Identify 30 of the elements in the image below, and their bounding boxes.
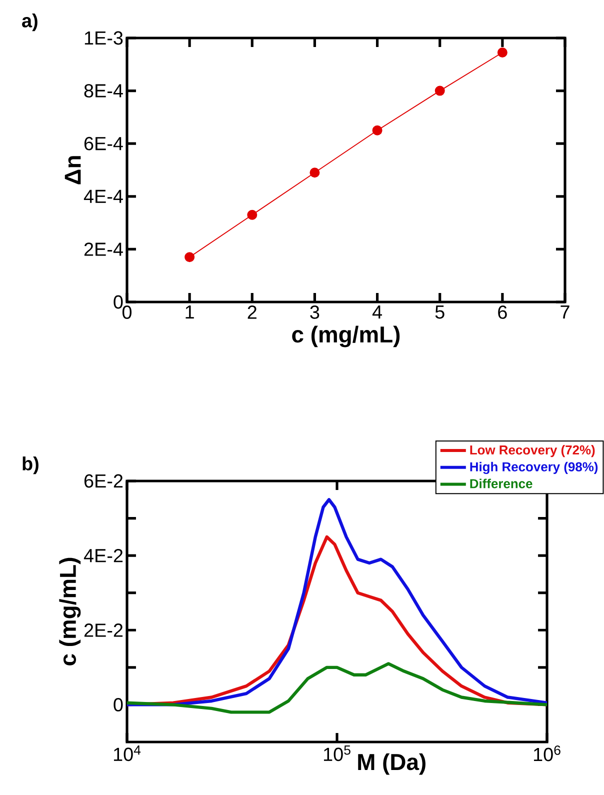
y-tick-label: 0 [114, 698, 123, 712]
x-tick-label: 1 [186, 306, 194, 319]
x-tick-label: 4 [372, 306, 382, 319]
x-tick-label: 10$^{6}$ [534, 746, 560, 762]
y-axis-title: Δn [64, 156, 81, 184]
x-tick-label: 3 [310, 306, 320, 319]
text: a) [22, 14, 38, 32]
legend-label: Difference [470, 478, 532, 488]
y-tick-label: 6E-4 [84, 136, 123, 150]
text: b) [22, 456, 38, 474]
x-tick-label: 10$^{4}$ [114, 746, 141, 762]
y-tick-label: 2E-2 [84, 624, 123, 637]
y-tick-label: 1E-3 [84, 31, 123, 45]
y-axis-title: c (mg/mL) [59, 558, 81, 666]
y-tick-label: 4E-4 [84, 190, 123, 203]
x-tick-label: 2 [248, 306, 256, 319]
x-tick-label: 5 [435, 306, 444, 319]
x-axis-title: c (mg/mL) [292, 326, 400, 348]
y-tick-label: 8E-4 [84, 84, 123, 98]
x-axis-title: M (Da) [358, 753, 426, 775]
x-tick-label: 7 [560, 306, 570, 319]
x-tick-label: 10$^{5}$ [324, 746, 350, 762]
y-tick-label: 6E-2 [84, 474, 123, 488]
x-tick-label: 6 [498, 306, 507, 319]
legend-label: Low Recovery (72%) [470, 445, 595, 458]
legend-label: High Recovery (98%) [470, 462, 598, 474]
y-tick-label: 0 [114, 295, 123, 309]
y-tick-label: 4E-2 [84, 548, 123, 562]
y-tick-label: 2E-4 [84, 242, 123, 256]
x-tick-label: 0 [122, 306, 132, 319]
